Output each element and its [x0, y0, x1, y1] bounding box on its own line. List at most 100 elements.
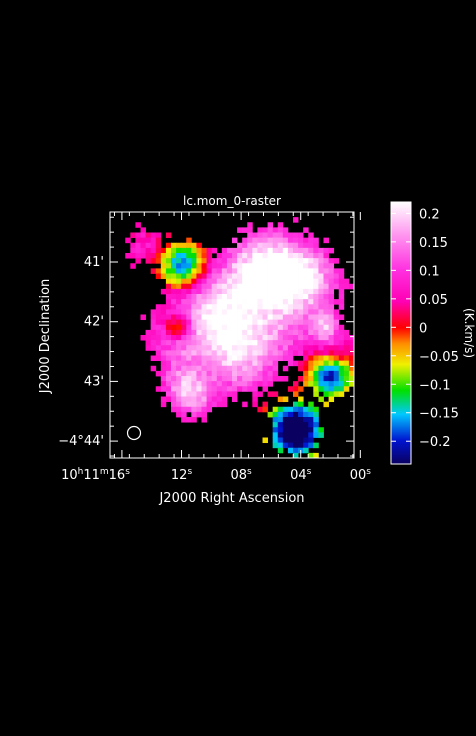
heatmap-cell: [252, 278, 258, 285]
heatmap-cell: [226, 304, 233, 310]
heatmap-cell: [308, 442, 314, 449]
heatmap-cell: [272, 427, 279, 433]
heatmap-cell: [201, 253, 207, 259]
colorbar-ticks: [391, 212, 411, 442]
heatmap-cell: [272, 345, 279, 351]
heatmap-cell: [181, 417, 187, 423]
heatmap-cell: [323, 386, 329, 392]
heatmap-cell: [186, 247, 192, 254]
heatmap-cell: [155, 268, 162, 274]
colorbar-tick-label: 0.2: [419, 207, 440, 222]
heatmap-cell: [196, 376, 202, 382]
heatmap-cell: [313, 345, 319, 351]
heatmap-cell: [313, 391, 319, 397]
heatmap-cell: [293, 427, 299, 433]
heatmap-cell: [313, 427, 319, 433]
heatmap-cell: [211, 345, 218, 351]
heatmap-cell: [206, 386, 213, 392]
heatmap-cell: [328, 268, 335, 274]
heatmap-cell: [293, 447, 299, 454]
heatmap-cell: [181, 263, 187, 269]
heatmap-cell: [237, 288, 243, 295]
heatmap-cell: [201, 304, 207, 310]
heatmap-cell: [171, 273, 177, 280]
heatmap-cell: [272, 376, 279, 382]
heatmap-cell: [150, 237, 157, 244]
heatmap-cell: [226, 381, 233, 387]
heatmap-cell: [272, 273, 279, 280]
heatmap-cell: [181, 360, 187, 367]
heatmap-cell: [308, 283, 314, 290]
heatmap-cell: [181, 345, 187, 351]
heatmap-cell: [237, 263, 243, 269]
heatmap-cell: [216, 365, 223, 372]
heatmap-cell: [196, 268, 202, 274]
heatmap-cell: [252, 345, 258, 351]
heatmap-cell: [323, 237, 329, 244]
heatmap-cell: [196, 335, 202, 341]
heatmap-cell: [226, 288, 233, 295]
heatmap-cell: [171, 283, 177, 290]
heatmap-cell: [232, 304, 238, 310]
heatmap-cell: [155, 258, 162, 264]
x-tick-label: 00s: [350, 467, 372, 483]
heatmap-cell: [221, 304, 228, 310]
heatmap-cell: [221, 299, 228, 305]
heatmap-cell: [252, 304, 258, 310]
heatmap-cell: [196, 247, 202, 254]
axis-ticks: [110, 212, 361, 458]
heatmap-cell: [216, 319, 223, 326]
heatmap-cell: [313, 422, 319, 428]
heatmap-cell: [226, 273, 233, 280]
heatmap-cell: [226, 360, 233, 367]
beam-ellipse: [126, 425, 142, 441]
heatmap-cell: [303, 406, 309, 413]
heatmap-cell: [293, 242, 299, 249]
heatmap-cell: [186, 340, 192, 346]
heatmap-cell: [298, 278, 304, 285]
heatmap-cell: [252, 283, 258, 290]
heatmap-cell: [237, 283, 243, 290]
heatmap-cell: [293, 452, 299, 459]
heatmap-cell: [237, 253, 243, 259]
heatmap-cell: [338, 391, 345, 397]
heatmap-cell: [181, 401, 187, 408]
heatmap-cell: [303, 329, 309, 336]
heatmap-cell: [206, 365, 213, 372]
heatmap-cell: [242, 365, 248, 372]
heatmap-cell: [247, 299, 253, 305]
heatmap-cell: [303, 360, 309, 367]
heatmap-cell: [318, 335, 324, 341]
heatmap-cell: [308, 401, 314, 408]
heatmap-cell: [257, 376, 263, 382]
heatmap-cell: [186, 370, 192, 377]
heatmap-cell: [201, 319, 207, 326]
heatmap-cell: [338, 340, 345, 346]
heatmap-cell: [165, 263, 172, 269]
heatmap-cell: [277, 288, 284, 295]
heatmap-cell: [165, 370, 172, 377]
heatmap-cell: [226, 370, 233, 377]
heatmap-cell: [262, 283, 268, 290]
heatmap-cell: [282, 294, 289, 300]
heatmap-cell: [318, 340, 324, 346]
heatmap-cell: [206, 263, 213, 269]
heatmap-cell: [343, 283, 350, 290]
heatmap-cell: [242, 227, 248, 233]
heatmap-cell: [165, 324, 172, 331]
heatmap-cell: [328, 258, 335, 264]
heatmap-cell: [237, 304, 243, 310]
heatmap-cell: [247, 381, 253, 387]
heatmap-cell: [211, 396, 218, 403]
heatmap-cell: [247, 263, 253, 269]
heatmap-cell: [262, 386, 268, 392]
heatmap-cell: [201, 288, 207, 295]
heatmap-cell: [242, 242, 248, 249]
heatmap-cell: [287, 442, 294, 449]
heatmap-cell: [186, 324, 192, 331]
heatmap-cell: [328, 345, 335, 351]
heatmap-cell: [323, 391, 329, 397]
heatmap-cell: [196, 263, 202, 269]
heatmap-cell: [135, 247, 141, 254]
heatmap-cell: [211, 278, 218, 285]
